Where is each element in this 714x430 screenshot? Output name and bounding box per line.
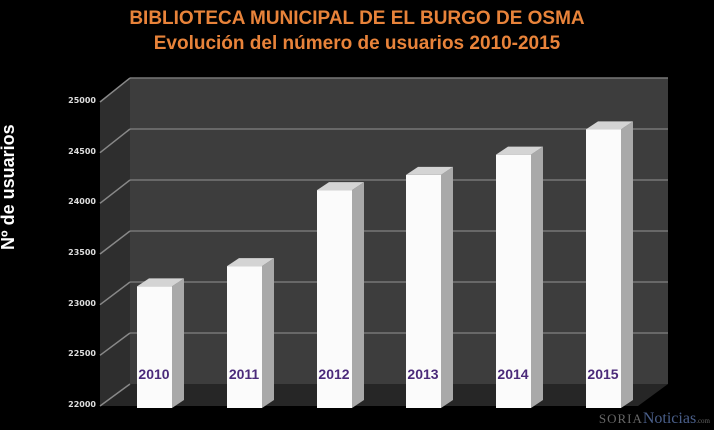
- y-tick-label: 24500: [68, 146, 96, 156]
- y-tick-label: 22500: [68, 349, 96, 359]
- y-tick-label: 25000: [68, 96, 96, 105]
- bar-year-label: 2011: [228, 366, 260, 382]
- y-tick-label: 23000: [68, 298, 96, 308]
- y-tick-label: 22000: [68, 400, 96, 409]
- bar-year-label: 2013: [407, 366, 439, 382]
- y-tick-label: 24000: [68, 197, 96, 207]
- bar-year-label: 2015: [587, 366, 619, 382]
- bar-year-label: 2014: [497, 366, 529, 382]
- y-tick-label: 23500: [68, 248, 96, 257]
- watermark: SORIANoticias.com: [598, 410, 710, 427]
- bar-year-label: 2010: [138, 366, 170, 382]
- bar-2013: [406, 174, 441, 408]
- bar-year-label: 2012: [318, 366, 350, 382]
- chart-title: BIBLIOTECA MUNICIPAL DE EL BURGO DE OSMA: [129, 8, 585, 29]
- chart-subtitle: Evolución del número de usuarios 2010-20…: [153, 33, 561, 54]
- bar-2012: [317, 190, 352, 408]
- bar-2011: [227, 266, 262, 408]
- bar-2015: [586, 129, 621, 409]
- bar-2014: [496, 154, 531, 408]
- bar-2010: [137, 286, 172, 408]
